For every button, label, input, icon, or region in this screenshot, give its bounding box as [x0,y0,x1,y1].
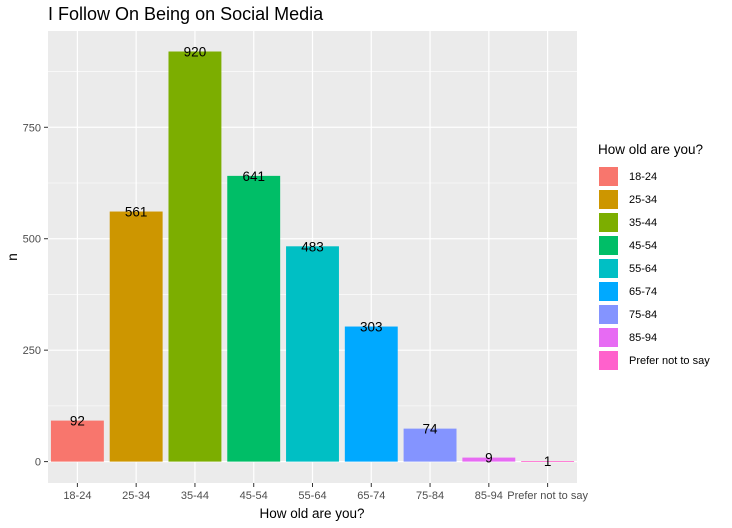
bar [521,461,575,462]
legend-item: 65-74 [598,280,710,303]
legend-item: 35-44 [598,211,710,234]
legend-item: 85-94 [598,326,710,349]
x-tick-label: 25-34 [122,490,150,502]
legend-label: 65-74 [629,285,658,298]
data-label: 1 [544,454,552,469]
x-tick-label: 85-94 [475,490,503,502]
y-axis-ticks: 0 250 500 750 [23,122,48,469]
data-label: 74 [423,422,439,437]
legend-key [598,281,619,302]
data-label: 92 [70,414,85,429]
legend-key [598,166,619,187]
legend-item: 55-64 [598,257,710,280]
legend-item: Prefer not to say [598,349,710,372]
x-tick-label: 35-44 [181,490,209,502]
legend-label: 55-64 [629,262,658,275]
x-tick-label: 55-64 [298,490,326,502]
legend-label: 35-44 [629,216,658,229]
chart-title: I Follow On Being on Social Media [48,4,324,24]
data-label: 641 [242,169,265,184]
data-label: 9 [485,451,493,466]
bar [227,175,281,462]
bar [344,326,398,462]
bar [462,457,516,462]
legend-key [598,235,619,256]
legend-item: 75-84 [598,303,710,326]
bars [50,51,575,462]
x-axis-title: How old are you? [259,506,364,521]
y-tick-label: 750 [23,122,41,134]
legend: How old are you? 18-24 25-34 35-44 45-54 55-… [598,142,710,372]
bar [109,211,163,462]
x-tick-label: Prefer not to say [507,490,588,502]
legend-key [598,212,619,233]
data-label: 561 [125,205,148,220]
bar [50,420,104,462]
y-tick-label: 0 [35,457,41,469]
legend-title: How old are you? [598,142,704,157]
legend-key [598,327,619,348]
legend-label: 85-94 [629,331,658,344]
y-axis-title: n [5,253,20,261]
bar [403,428,457,462]
legend-label: 45-54 [629,239,658,252]
x-axis-ticks: 18-24 25-34 35-44 45-54 55-64 65-74 75-84 85-94… [63,483,588,502]
data-label: 483 [301,239,324,254]
x-tick-label: 75-84 [416,490,444,502]
y-tick-label: 500 [23,234,41,246]
bar [286,246,339,462]
legend-label: 25-34 [629,193,658,206]
bar [168,51,222,462]
x-tick-label: 65-74 [357,490,385,502]
legend-label: 75-84 [629,308,658,321]
legend-key [598,189,619,210]
legend-key [598,258,619,279]
legend-items: 18-24 25-34 35-44 45-54 55-64 65-74 75-84 85-94… [598,165,710,372]
legend-item: 25-34 [598,188,710,211]
legend-item: 45-54 [598,234,710,257]
y-tick-label: 250 [23,345,41,357]
data-label: 303 [360,320,383,335]
data-labels: 92 561 920 641 483 303 74 9 1 [70,45,551,470]
legend-label: Prefer not to say [629,354,710,367]
legend-label: 18-24 [629,170,658,183]
x-tick-label: 45-54 [240,490,268,502]
x-tick-label: 18-24 [63,490,91,502]
data-label: 920 [184,45,207,60]
legend-item: 18-24 [598,165,710,188]
legend-key [598,304,619,325]
legend-key [598,350,619,371]
